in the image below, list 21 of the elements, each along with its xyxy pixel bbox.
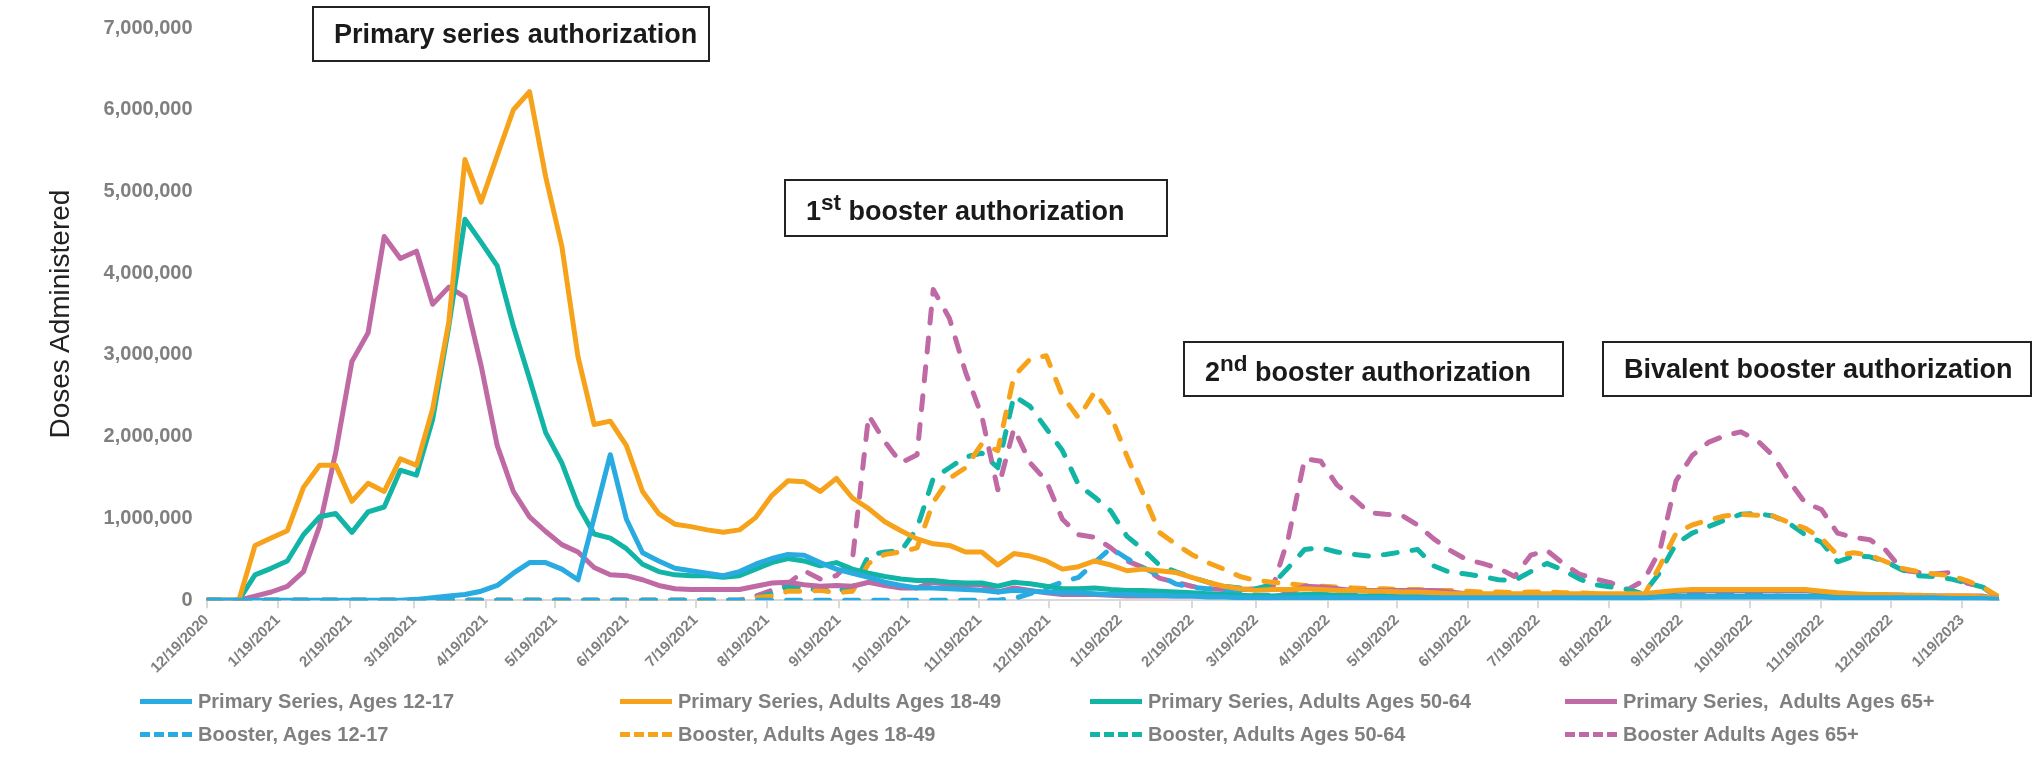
- y-tick-label: 5,000,000: [103, 179, 193, 201]
- legend-label: Booster, Adults Ages 18-49: [678, 723, 936, 746]
- y-axis-title: Doses Administered: [43, 189, 75, 439]
- legend-label: Booster, Ages 12-17: [198, 723, 389, 746]
- legend-label: Primary Series, Adults Ages 65+: [1623, 690, 1935, 713]
- y-tick-label: 2,000,000: [103, 424, 193, 447]
- annotation: 1$^{st}$ booster authorization: [806, 189, 1125, 227]
- y-tick-label: 6,000,000: [103, 97, 193, 120]
- y-tick-label: 4,000,000: [103, 260, 193, 283]
- annotation: 2$^{nd}$ booster authorization: [1205, 350, 1532, 388]
- y-tick-label: 3,000,000: [103, 342, 193, 365]
- annotation: Bivalent booster authorization: [1624, 353, 2013, 385]
- y-tick-label: 7,000,000: [103, 15, 193, 38]
- legend-label: Booster, Adults Ages 50-64: [1148, 723, 1406, 746]
- legend-label: Primary Series, Ages 12-17: [198, 690, 455, 713]
- legend-label: Primary Series, Adults Ages 18-49: [678, 690, 1002, 713]
- legend-label: Booster Adults Ages 65+: [1623, 723, 1859, 746]
- legend-label: Primary Series, Adults Ages 50-64: [1148, 690, 1472, 713]
- y-tick-label: 0: [181, 587, 193, 610]
- annotation: Primary series authorization: [334, 18, 698, 50]
- y-tick-label: 1,000,000: [103, 505, 193, 528]
